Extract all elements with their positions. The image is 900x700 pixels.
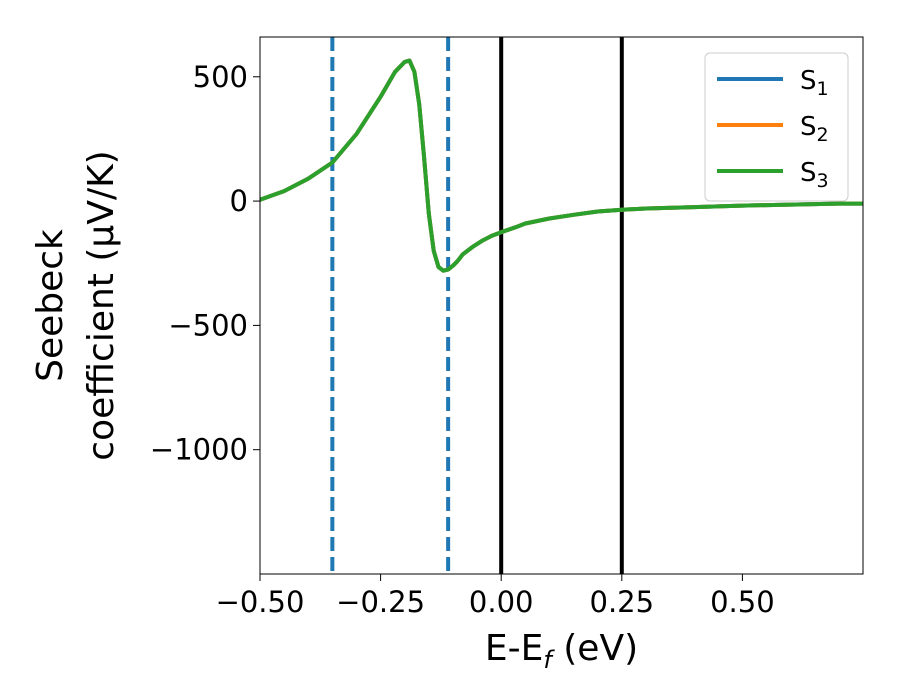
legend-label-main: S [800, 112, 817, 142]
x-tick-label: −0.25 [336, 585, 425, 619]
plot-frame [259, 36, 864, 575]
x-tick-label: −0.50 [216, 585, 305, 619]
legend-label-s2: S2 [800, 112, 829, 146]
x-tick-label: 0.00 [469, 585, 534, 619]
x-axis-title-main: E-E [485, 628, 543, 669]
x-axis-title: E-Ef (eV) [485, 628, 638, 674]
x-tick-label: 0.25 [590, 585, 655, 619]
legend-label-main: S [800, 66, 817, 96]
y-tick-label: 0 [230, 184, 248, 218]
series-line-s3 [260, 58, 863, 273]
y-tick-label: 500 [193, 60, 248, 94]
y-axis-title-line-1: Seebeck [30, 229, 71, 382]
y-tick-label: −500 [168, 308, 248, 342]
x-tick-label: 0.50 [710, 585, 775, 619]
legend-label-subscript: 3 [817, 170, 829, 192]
y-axis-title-line-2: coefficient (μV/K) [81, 150, 122, 460]
legend-label-s3: S3 [800, 158, 829, 192]
legend-label-main: S [800, 158, 817, 188]
legend-label-s1: S1 [800, 66, 829, 100]
x-axis-title-unit: (eV) [552, 628, 638, 669]
legend-label-subscript: 2 [817, 124, 829, 146]
y-tick-label: −1000 [150, 433, 248, 467]
legend-label-subscript: 1 [817, 78, 829, 100]
plot-area [260, 37, 863, 574]
plot-inner [260, 37, 863, 574]
axes: −0.50 −0.25 0.00 0.25 0.50 500 0 −500 −1000 E-Ef … [30, 36, 864, 674]
y-axis-title: Seebeck coefficient (μV/K) [30, 150, 122, 460]
